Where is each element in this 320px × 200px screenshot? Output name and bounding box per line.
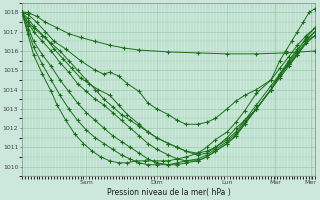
X-axis label: Pression niveau de la mer( hPa ): Pression niveau de la mer( hPa ) — [107, 188, 230, 197]
